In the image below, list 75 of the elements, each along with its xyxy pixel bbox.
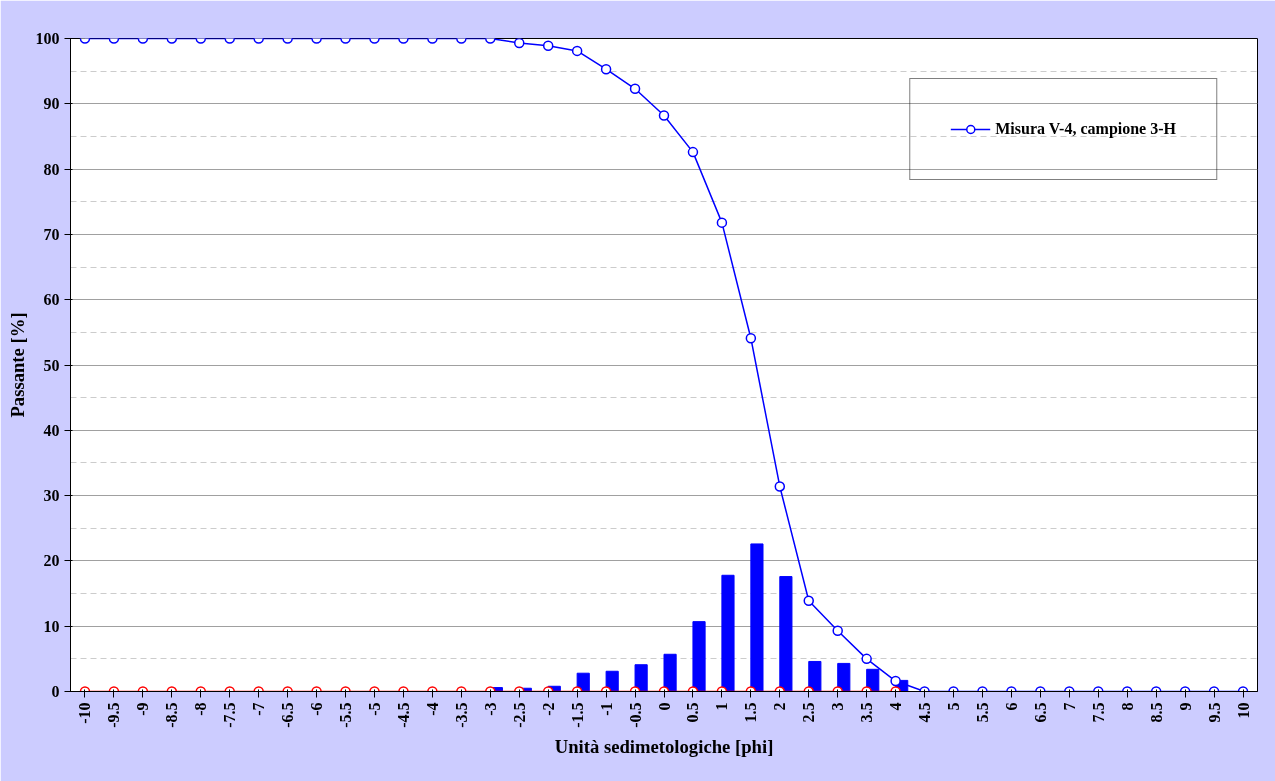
x-tick-label: 3 [829,702,847,711]
x-tick-label: -1.5 [568,702,586,728]
x-tick-label: 4 [887,702,905,711]
x-axis-title: Unità sedimetologiche [phi] [554,735,774,757]
x-tick-label: 8 [1118,702,1136,711]
point [513,38,525,49]
bar [692,621,706,692]
x-tick-label: 3.5 [858,702,876,723]
y-tick-label: 80 [43,160,60,178]
bar [605,670,619,692]
x-tick-label: -6.5 [279,702,297,728]
x-tick-label: -2 [539,702,557,716]
x-tick-label: 7.5 [1089,702,1107,723]
x-tick-label: -3 [481,702,499,716]
point [629,83,641,95]
point [745,332,757,344]
bar [663,653,677,692]
x-tick-label: -9.5 [105,702,123,728]
y-tick-label: 20 [43,552,60,570]
y-tick-label: 50 [43,356,60,374]
x-tick-label: 2.5 [800,702,818,723]
x-tick-label: 1 [713,702,731,711]
x-tick-label: -10 [76,702,94,724]
point [600,63,612,75]
bar [808,660,822,692]
y-tick-label: 90 [43,95,60,113]
x-tick-label: -3.5 [452,702,470,728]
x-tick-label: 5 [945,702,963,711]
point [687,146,699,158]
x-tick-label: 10 [1234,702,1252,719]
bar [779,576,793,692]
x-tick-label: 9 [1176,702,1194,711]
x-tick-label: 6 [1002,702,1020,711]
x-tick-label: -2.5 [510,702,528,728]
x-tick-label: -5 [365,702,383,716]
bar [576,672,590,692]
x-tick-label: -4.5 [394,702,412,728]
legend-label: Misura V-4, campione 3-H [995,120,1176,138]
x-tick-label: 7 [1060,702,1078,711]
bar [750,543,764,692]
y-tick-label: 30 [43,487,60,505]
x-tick-label: 0 [655,702,673,711]
y-tick-label: 60 [43,291,60,309]
bar [721,574,735,692]
x-tick-label: 6.5 [1031,702,1049,723]
point [803,595,815,606]
x-tick-label: -6 [308,702,326,716]
y-tick-label: 100 [35,30,60,47]
x-tick-label: -8.5 [163,702,181,728]
point [571,45,583,57]
y-tick-label: 0 [51,683,60,700]
x-tick-label: -4 [423,702,441,716]
y-axis-title: Passante [%] [6,312,28,418]
x-tick-label: 5.5 [973,702,991,723]
bar [837,662,851,692]
x-tick-label: 0.5 [684,702,702,723]
x-tick-label: 1.5 [742,702,760,723]
x-tick-label: 9.5 [1205,702,1223,723]
x-tick-label: 8.5 [1147,702,1165,723]
y-tick-label: 10 [43,617,60,635]
x-tick-label: -1 [597,702,615,716]
y-tick-label: 70 [43,225,60,243]
point [774,481,786,492]
x-tick-label: -7.5 [221,702,239,728]
x-tick-label: 2 [771,702,789,711]
x-tick-label: 4.5 [916,702,934,723]
x-tick-label: -8 [192,702,210,716]
x-tick-label: -7 [250,702,268,716]
x-tick-label: -0.5 [626,702,644,728]
x-tick-label: -5.5 [337,702,355,728]
bar [634,664,648,692]
point [658,110,670,121]
point [716,217,728,228]
y-tick-label: 40 [43,421,60,439]
x-tick-label: -9 [134,702,152,716]
